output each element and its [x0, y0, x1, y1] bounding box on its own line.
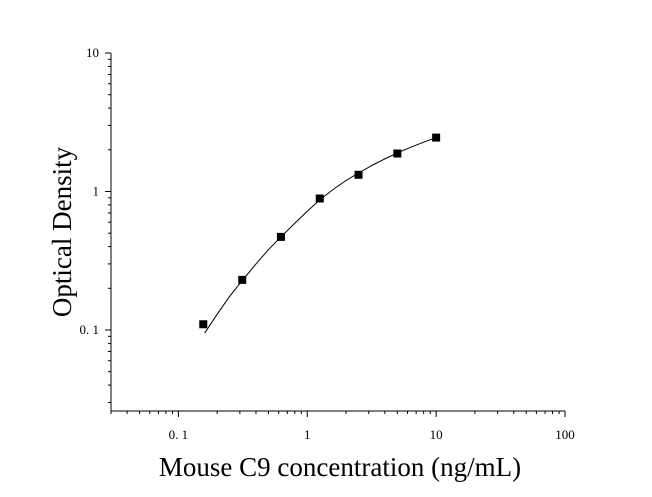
x-axis-title: Mouse C9 concentration (ng/mL)	[159, 452, 521, 482]
y-axis-title: Optical Density	[47, 146, 77, 317]
data-point	[393, 149, 402, 158]
y-tick-label: 0. 1	[80, 322, 100, 337]
data-point	[432, 133, 441, 142]
x-tick-label: 1	[304, 427, 311, 442]
x-ticks: 0. 1 1 10 100	[110, 411, 575, 442]
data-point	[354, 170, 363, 179]
y-ticks: 0. 1 1 10	[80, 45, 111, 403]
fit-curve	[204, 137, 437, 334]
data-point	[315, 194, 324, 203]
x-tick-label: 10	[430, 427, 443, 442]
axes	[110, 53, 565, 412]
x-tick-label: 0. 1	[169, 427, 189, 442]
x-tick-label: 100	[555, 427, 575, 442]
data-point	[276, 232, 285, 241]
data-point	[199, 320, 208, 329]
data-points-layer	[199, 133, 441, 329]
y-tick-label: 10	[86, 45, 99, 60]
y-tick-label: 1	[93, 183, 100, 198]
fit-curve-layer	[204, 137, 437, 334]
data-point	[238, 275, 247, 284]
